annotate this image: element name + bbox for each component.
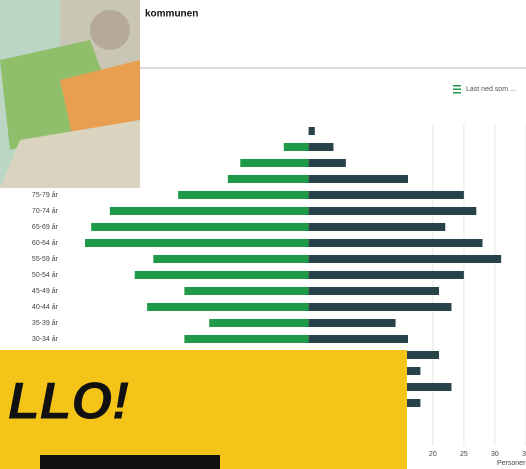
bar [147, 303, 308, 311]
y-tick-label: 30-34 år [32, 335, 59, 343]
y-tick-label: 50-54 år [32, 271, 59, 279]
y-tick-label: 70-74 år [32, 207, 59, 215]
bar [309, 127, 315, 135]
bar [309, 335, 408, 343]
chart: kommunen Last ned som ... 20 25 30 35 Person… [0, 0, 526, 469]
bar [153, 255, 308, 263]
download-button[interactable]: Last ned som ... [453, 85, 516, 94]
bar [309, 223, 446, 231]
menu-icon [453, 85, 461, 87]
y-tick-label: 75-79 år [32, 191, 59, 199]
bar [309, 319, 396, 327]
bar [309, 207, 477, 215]
bar [309, 239, 483, 247]
bar [309, 303, 452, 311]
bar [309, 143, 334, 151]
bar [309, 159, 346, 167]
bar [110, 207, 309, 215]
page: kommunen Last ned som ... 20 25 30 35 Person… [0, 0, 526, 469]
bar [91, 223, 308, 231]
bar [240, 159, 308, 167]
banner-text: LLO! [8, 373, 129, 431]
download-label[interactable]: Last ned som ... [466, 86, 516, 93]
bar [184, 335, 308, 343]
bar [209, 319, 308, 327]
x-axis-label: Personer [497, 460, 526, 467]
bar [309, 175, 408, 183]
bar [309, 271, 464, 279]
y-tick-label: 45-49 år [32, 287, 59, 295]
y-tick-label: 40-44 år [32, 303, 59, 311]
bar [284, 143, 309, 151]
y-tick-label: 55-59 år [32, 255, 59, 263]
banner-image: LLO! [0, 350, 407, 469]
bar [178, 191, 308, 199]
menu-icon [453, 92, 461, 94]
bar [85, 239, 309, 247]
y-tick-label: 60-64 år [32, 239, 59, 247]
bar [228, 175, 309, 183]
y-tick-label: 35-39 år [32, 319, 59, 327]
bar [309, 255, 502, 263]
x-tick-label: 20 [429, 451, 437, 458]
y-tick-label: 65-69 år [32, 223, 59, 231]
bar [184, 287, 308, 295]
bar [135, 271, 309, 279]
x-tick-label: 35 [522, 451, 526, 458]
page-title: kommunen [145, 9, 198, 20]
bar [309, 191, 464, 199]
menu-icon [453, 89, 461, 91]
x-tick-label: 25 [460, 451, 468, 458]
money-image [0, 0, 140, 188]
bar [309, 287, 439, 295]
x-tick-label: 30 [491, 451, 499, 458]
